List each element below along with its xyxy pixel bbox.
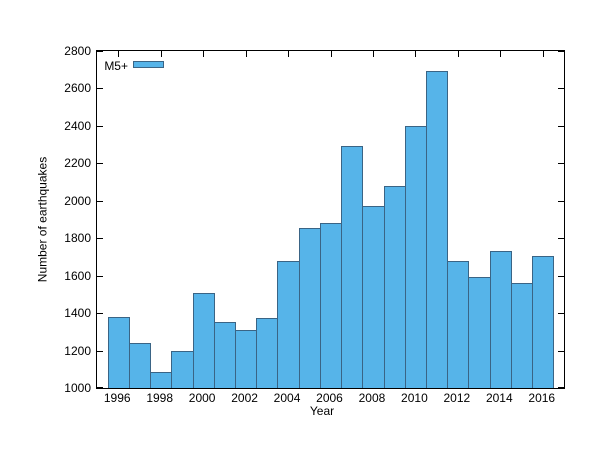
y-tick-mark-right bbox=[558, 163, 564, 164]
bar-2002 bbox=[235, 330, 257, 388]
x-tick-label: 2008 bbox=[358, 391, 386, 405]
x-tick-label: 2014 bbox=[485, 391, 513, 405]
bar-1996 bbox=[108, 317, 130, 388]
y-tick-mark-right bbox=[558, 351, 564, 352]
y-tick-mark-right bbox=[558, 313, 564, 314]
y-tick-mark-left bbox=[97, 351, 103, 352]
x-tick-label: 1996 bbox=[103, 391, 131, 405]
y-tick-mark-left bbox=[97, 276, 103, 277]
bar-1999 bbox=[171, 351, 194, 388]
x-tick-mark-top bbox=[161, 51, 162, 57]
y-tick-label: 2400 bbox=[64, 118, 91, 133]
plot-area bbox=[96, 50, 565, 389]
y-tick-label: 2200 bbox=[64, 156, 91, 171]
x-tick-mark-top bbox=[543, 51, 544, 57]
y-tick-mark-right bbox=[558, 88, 564, 89]
y-tick-mark-right bbox=[558, 276, 564, 277]
x-tick-mark-top bbox=[415, 51, 416, 57]
x-tick-mark-top bbox=[373, 51, 374, 57]
legend-label-m5plus: M5+ bbox=[104, 59, 128, 73]
y-tick-mark-left bbox=[97, 313, 103, 314]
bar-2016 bbox=[532, 256, 554, 388]
x-tick-mark-top bbox=[203, 51, 204, 57]
y-tick-mark-right bbox=[558, 238, 564, 239]
bar-1997 bbox=[129, 343, 151, 388]
bar-2015 bbox=[511, 283, 533, 388]
bar-2003 bbox=[256, 318, 278, 388]
y-tick-label: 1400 bbox=[64, 306, 91, 321]
x-tick-mark-top bbox=[288, 51, 289, 57]
y-tick-mark-right bbox=[558, 387, 564, 388]
bar-2007 bbox=[341, 146, 363, 388]
x-tick-label: 2004 bbox=[273, 391, 301, 405]
x-tick-mark-top bbox=[246, 51, 247, 57]
y-tick-mark-right bbox=[558, 51, 564, 52]
x-tick-label: 2010 bbox=[401, 391, 428, 405]
y-tick-mark-left bbox=[97, 201, 103, 202]
y-tick-label: 1200 bbox=[64, 343, 91, 358]
x-tick-label: 2002 bbox=[231, 391, 258, 405]
y-tick-mark-left bbox=[97, 51, 103, 52]
x-tick-mark-top bbox=[500, 51, 501, 57]
bar-2008 bbox=[362, 206, 385, 388]
y-tick-label: 2600 bbox=[64, 81, 91, 96]
y-tick-label: 1600 bbox=[64, 268, 91, 283]
bar-2006 bbox=[320, 223, 342, 388]
x-tick-mark-top bbox=[458, 51, 459, 57]
bar-2014 bbox=[490, 251, 512, 388]
y-tick-label: 2800 bbox=[64, 44, 91, 58]
bar-2009 bbox=[384, 186, 406, 388]
bar-2005 bbox=[299, 228, 321, 388]
y-tick-mark-left bbox=[97, 387, 103, 388]
legend-swatch-icon bbox=[133, 61, 164, 68]
y-tick-mark-right bbox=[558, 126, 564, 127]
bar-1998 bbox=[150, 372, 172, 388]
x-tick-label: 2006 bbox=[316, 391, 343, 405]
x-tick-mark-top bbox=[331, 51, 332, 57]
bar-2004 bbox=[277, 261, 300, 388]
y-tick-mark-left bbox=[97, 88, 103, 89]
x-tick-label: 2012 bbox=[443, 391, 471, 405]
y-tick-mark-right bbox=[558, 201, 564, 202]
bar-2001 bbox=[214, 322, 236, 388]
x-tick-mark-top bbox=[118, 51, 119, 57]
y-tick-mark-left bbox=[97, 238, 103, 239]
bar-2011 bbox=[426, 71, 448, 388]
x-tick-label: 2016 bbox=[528, 391, 556, 405]
x-tick-label: 2000 bbox=[188, 391, 216, 405]
bar-2000 bbox=[193, 293, 215, 388]
y-tick-label: 2000 bbox=[64, 193, 91, 208]
y-tick-label: 1000 bbox=[64, 381, 91, 395]
y-tick-mark-left bbox=[97, 163, 103, 164]
y-tick-label: 1800 bbox=[64, 231, 91, 246]
x-axis-title: Year bbox=[309, 404, 335, 418]
bar-2010 bbox=[405, 126, 427, 388]
bar-2012 bbox=[447, 261, 469, 388]
x-tick-label: 1998 bbox=[146, 391, 174, 405]
bar-2013 bbox=[468, 277, 491, 388]
y-tick-mark-left bbox=[97, 126, 103, 127]
